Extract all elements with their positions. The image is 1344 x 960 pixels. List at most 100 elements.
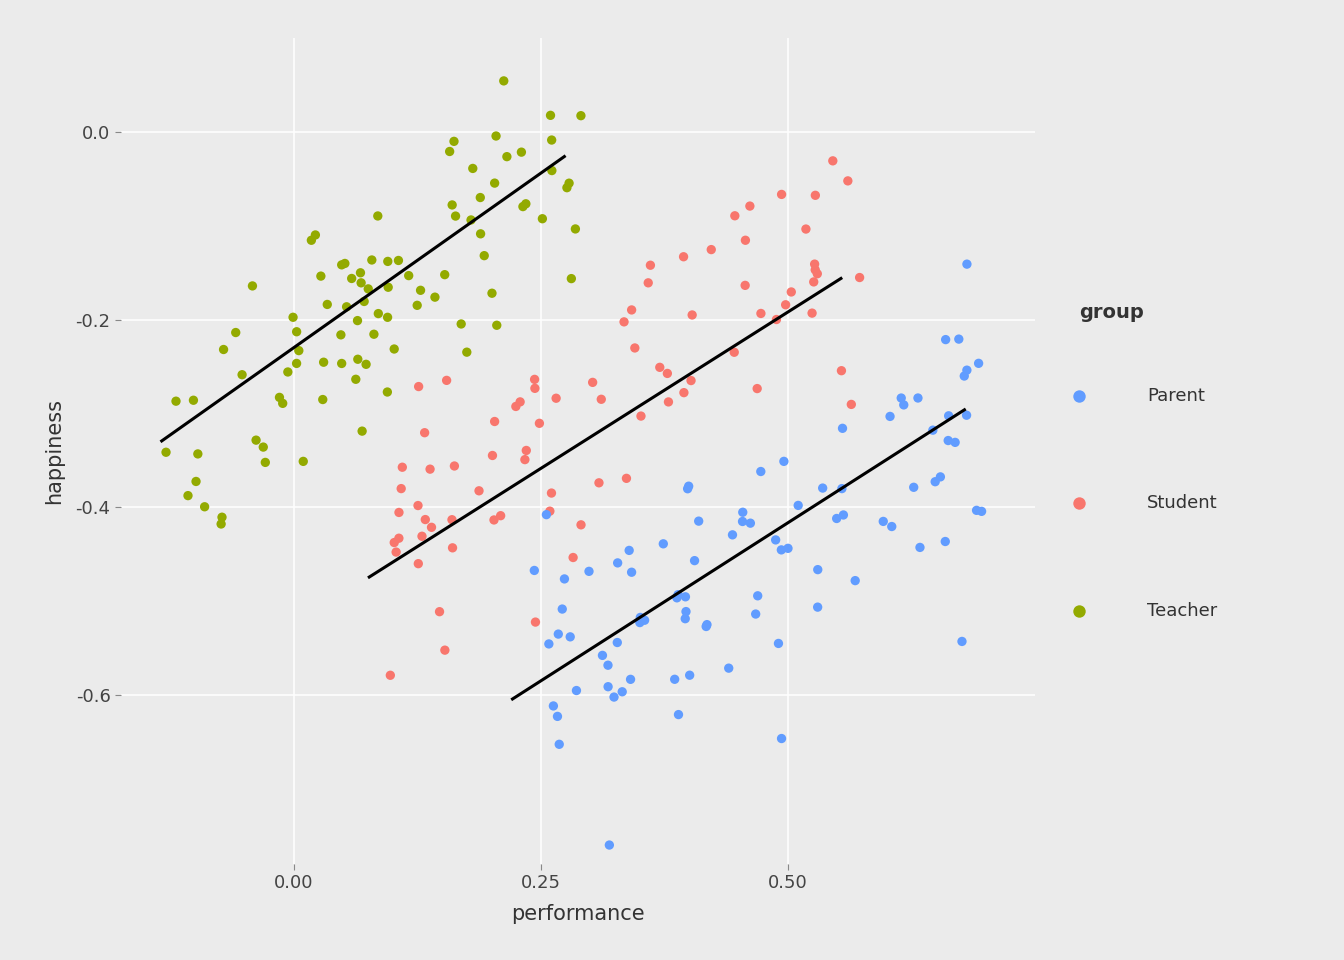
Point bbox=[378, 253, 399, 269]
Point bbox=[528, 416, 550, 431]
Point bbox=[512, 199, 534, 214]
Text: Student: Student bbox=[1148, 494, 1218, 512]
Point bbox=[668, 707, 689, 722]
Point bbox=[734, 277, 755, 293]
Point bbox=[414, 425, 435, 441]
Point bbox=[211, 516, 233, 532]
Point bbox=[516, 443, 538, 458]
Point bbox=[398, 268, 419, 283]
Y-axis label: happiness: happiness bbox=[44, 398, 65, 504]
Point bbox=[335, 255, 356, 271]
Point bbox=[524, 381, 546, 396]
Point bbox=[956, 363, 977, 378]
Point bbox=[657, 366, 679, 381]
Point bbox=[739, 516, 761, 531]
Point bbox=[677, 481, 699, 496]
Point bbox=[439, 144, 461, 159]
Point bbox=[349, 265, 371, 280]
Point bbox=[806, 562, 828, 577]
Point bbox=[745, 607, 766, 622]
Point bbox=[524, 372, 546, 387]
Point bbox=[414, 512, 435, 527]
Point bbox=[935, 332, 957, 348]
Point bbox=[630, 408, 652, 423]
Point bbox=[667, 587, 688, 602]
Point bbox=[618, 542, 640, 558]
Point bbox=[442, 540, 464, 556]
Point bbox=[484, 513, 505, 528]
Point bbox=[773, 454, 794, 469]
Point bbox=[362, 252, 383, 268]
Point bbox=[679, 667, 700, 683]
Point bbox=[194, 499, 215, 515]
Point bbox=[558, 176, 579, 191]
Point bbox=[677, 478, 699, 493]
Point bbox=[286, 324, 308, 340]
Point bbox=[407, 379, 429, 395]
Point bbox=[293, 454, 314, 469]
Point bbox=[629, 610, 650, 625]
Point bbox=[336, 300, 358, 315]
Point bbox=[212, 342, 234, 357]
Point bbox=[456, 345, 477, 360]
Point bbox=[496, 149, 517, 164]
Point bbox=[485, 129, 507, 144]
Point bbox=[391, 460, 413, 475]
Point bbox=[559, 629, 581, 644]
Point bbox=[675, 604, 696, 619]
Point bbox=[562, 550, 583, 565]
Point bbox=[376, 310, 398, 325]
Point bbox=[578, 564, 599, 579]
Point bbox=[680, 372, 702, 388]
Point bbox=[938, 433, 960, 448]
Point bbox=[750, 306, 771, 322]
Point bbox=[723, 345, 745, 360]
Point bbox=[493, 73, 515, 88]
Point bbox=[310, 269, 332, 284]
Point bbox=[540, 486, 562, 501]
Point bbox=[805, 262, 827, 277]
Point bbox=[313, 354, 335, 370]
Point bbox=[966, 503, 988, 518]
Point bbox=[378, 279, 399, 295]
Point bbox=[840, 396, 862, 412]
Point bbox=[425, 290, 446, 305]
Point bbox=[849, 270, 871, 285]
Point bbox=[882, 518, 903, 534]
Point bbox=[407, 556, 429, 571]
Point bbox=[331, 257, 352, 273]
Point bbox=[910, 540, 931, 555]
Point bbox=[722, 527, 743, 542]
Point bbox=[331, 356, 352, 372]
Point bbox=[621, 564, 642, 580]
Point bbox=[383, 342, 405, 357]
Point bbox=[445, 208, 466, 224]
Point bbox=[934, 534, 956, 549]
Point bbox=[649, 360, 671, 375]
Point bbox=[788, 497, 809, 513]
Point bbox=[675, 589, 696, 605]
Point bbox=[827, 511, 848, 526]
Point bbox=[802, 275, 824, 290]
Point bbox=[747, 588, 769, 604]
Point bbox=[812, 480, 833, 495]
Point bbox=[316, 297, 337, 312]
Point bbox=[547, 708, 569, 724]
Point bbox=[542, 163, 563, 179]
Point bbox=[732, 505, 754, 520]
Point bbox=[345, 372, 367, 387]
Point bbox=[543, 698, 564, 713]
Point bbox=[938, 408, 960, 423]
Point bbox=[771, 731, 793, 746]
Point bbox=[844, 573, 866, 588]
Point bbox=[833, 507, 855, 522]
Point bbox=[970, 504, 992, 519]
Point bbox=[589, 475, 610, 491]
Point bbox=[673, 385, 695, 400]
Point bbox=[484, 176, 505, 191]
Point bbox=[629, 615, 650, 631]
Point bbox=[481, 447, 503, 463]
Point bbox=[823, 154, 844, 169]
Point bbox=[187, 446, 208, 462]
Point bbox=[570, 517, 591, 533]
